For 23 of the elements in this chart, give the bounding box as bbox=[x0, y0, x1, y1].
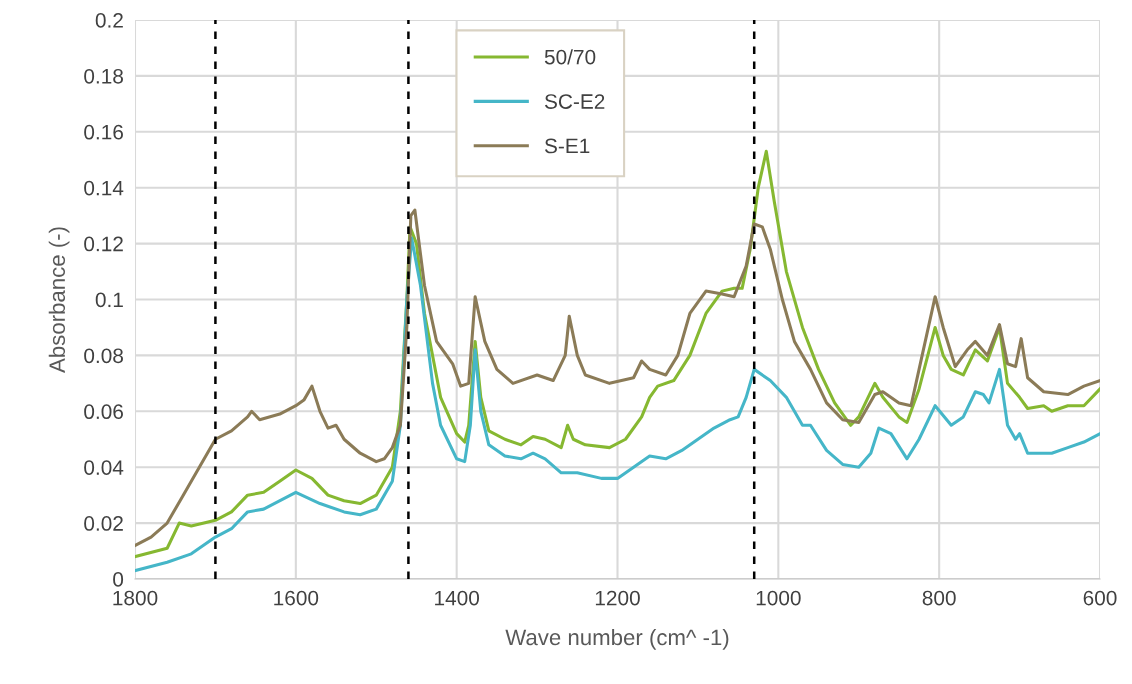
y-axis-title: Absorbance (-) bbox=[48, 227, 70, 373]
y-tick-label: 0.2 bbox=[95, 13, 123, 28]
x-tick-label: 600 bbox=[1083, 590, 1117, 606]
x-tick-label: 1200 bbox=[595, 590, 640, 606]
x-tick-label: 1000 bbox=[756, 590, 801, 606]
y-tick-label: 0.14 bbox=[84, 180, 124, 196]
y-tick-label: 0.04 bbox=[84, 460, 124, 475]
x-tick-label: 1800 bbox=[113, 590, 158, 606]
x-axis-title: Wave number (cm^ -1) bbox=[505, 628, 729, 650]
y-tick-label: 0.06 bbox=[84, 404, 123, 420]
y-tick-label: 0.08 bbox=[84, 348, 123, 364]
y-tick-label: 0.16 bbox=[84, 124, 123, 140]
x-tick-label: 1400 bbox=[435, 590, 480, 606]
y-tick-label: 0 bbox=[113, 572, 124, 587]
legend-label: S-E1 bbox=[544, 138, 590, 154]
legend-label: SC-E2 bbox=[544, 94, 605, 109]
y-tick-label: 0.02 bbox=[84, 516, 123, 531]
x-tick-label: 800 bbox=[922, 590, 956, 606]
x-tick-label: 1600 bbox=[274, 590, 319, 606]
y-tick-label: 0.18 bbox=[84, 68, 123, 84]
y-tick-label: 0.12 bbox=[84, 236, 123, 252]
y-tick-label: 0.1 bbox=[95, 292, 123, 308]
legend-label: 50/70 bbox=[544, 49, 596, 65]
